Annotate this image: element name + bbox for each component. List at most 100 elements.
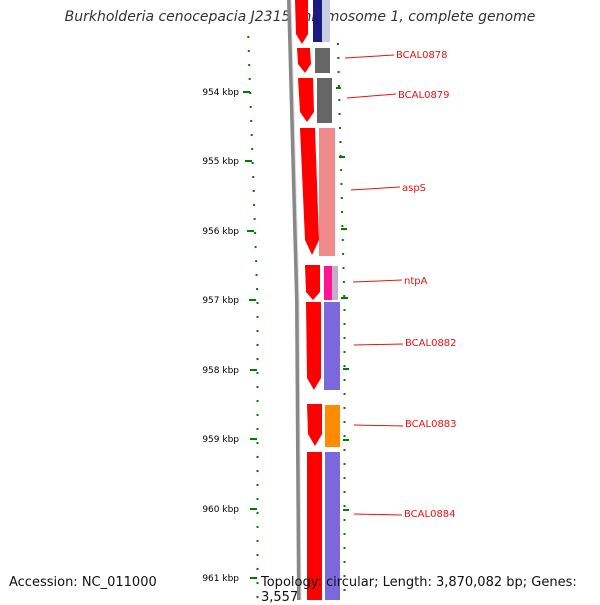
cds-arrow: [307, 452, 322, 600]
minor-tick-dot: [340, 183, 343, 185]
minor-tick-dot: [338, 113, 341, 115]
right-markers: [336, 87, 349, 511]
chromosome-backbone-highlight: [290, 0, 302, 600]
minor-tick-dot: [256, 428, 259, 430]
minor-tick-dot: [254, 246, 257, 248]
minor-tick-dot: [256, 386, 259, 388]
minor-tick-dot: [254, 232, 257, 234]
minor-tick-dot: [343, 561, 346, 563]
minor-tick-dot: [343, 589, 346, 591]
minor-tick-dot: [255, 274, 258, 276]
minor-tick-dot: [253, 204, 256, 206]
cds-arrow: [300, 128, 319, 255]
minor-tick-dot: [256, 582, 259, 584]
minor-tick-dot: [339, 141, 342, 143]
minor-tick-dots: [247, 36, 346, 598]
gene-label-bcal0883: BCAL0883: [405, 419, 457, 430]
minor-tick-dot: [340, 169, 343, 171]
minor-tick-dot: [339, 127, 341, 129]
minor-tick-dot: [340, 197, 343, 199]
minor-tick-dot: [256, 498, 259, 500]
minor-tick-dot: [343, 575, 346, 577]
minor-tick-dot: [252, 190, 255, 192]
minor-tick-dot: [250, 134, 253, 136]
minor-tick-dot: [256, 554, 259, 556]
cds-arrow: [307, 404, 322, 446]
gene-label-bcal0878: BCAL0878: [396, 50, 448, 61]
cds-arrow: [306, 302, 321, 390]
minor-tick-dot: [256, 484, 259, 486]
cog-block: [325, 452, 340, 600]
minor-tick-dot: [256, 442, 259, 444]
minor-tick-dot: [249, 92, 252, 94]
minor-tick-dot: [249, 106, 252, 108]
genome-summary: Topology: circular; Length: 3,870,082 bp…: [261, 575, 577, 605]
minor-tick-dot: [338, 99, 341, 101]
minor-tick-dot: [341, 225, 344, 227]
ruler-tick-label: 954 kbp: [202, 88, 239, 98]
ruler: 954 kbp 955 kbp 956 kbp 957 kbp 958 kbp …: [202, 88, 257, 584]
minor-tick-dot: [343, 309, 346, 311]
ruler-tick-label: 961 kbp: [202, 574, 239, 584]
gene-label-bcal0879: BCAL0879: [398, 90, 450, 101]
cog-block: [322, 0, 330, 42]
cog-block: [317, 78, 332, 123]
cog-block: [332, 266, 338, 300]
minor-tick-dot: [256, 568, 259, 570]
minor-tick-dot: [256, 414, 259, 416]
minor-tick-dot: [256, 372, 259, 374]
cog-block: [315, 48, 330, 73]
minor-tick-dot: [256, 596, 259, 598]
cog-block: [325, 405, 340, 447]
minor-tick-dot: [342, 281, 345, 283]
minor-tick-dot: [342, 267, 345, 269]
minor-tick-dot: [256, 526, 259, 528]
minor-tick-dot: [256, 400, 259, 402]
minor-tick-dot: [337, 85, 340, 87]
minor-tick-dot: [343, 491, 346, 493]
minor-tick-dot: [343, 351, 346, 353]
cog-block: [313, 0, 322, 42]
cog-block: [319, 128, 335, 256]
minor-tick-dot: [256, 456, 259, 458]
ruler-tick-label: 955 kbp: [202, 157, 239, 167]
gene-label-bcal0882: BCAL0882: [405, 338, 457, 349]
cog-block: [324, 266, 332, 300]
ruler-tick-label: 956 kbp: [202, 227, 239, 237]
minor-tick-dot: [343, 533, 346, 535]
minor-tick-dot: [256, 288, 259, 290]
cog-block: [324, 302, 340, 390]
minor-tick-dot: [247, 50, 250, 52]
cds-arrows: [295, 0, 322, 600]
cds-arrow: [295, 0, 308, 44]
minor-tick-dot: [256, 512, 259, 514]
cog-blocks: [313, 0, 340, 600]
minor-tick-dot: [256, 470, 259, 472]
minor-tick-dot: [343, 323, 346, 325]
chromosome-backbone: [287, 0, 301, 600]
minor-tick-dot: [343, 295, 346, 297]
accession-label: Accession: NC_011000: [9, 575, 157, 590]
ruler-tick-label: 958 kbp: [202, 366, 239, 376]
minor-tick-dot: [343, 505, 346, 507]
minor-tick-dot: [337, 71, 340, 73]
minor-tick-dot: [343, 449, 346, 451]
minor-tick-dot: [256, 316, 259, 318]
minor-tick-dot: [251, 148, 254, 150]
minor-tick-dot: [256, 330, 259, 332]
minor-tick-dot: [250, 120, 253, 122]
minor-tick-dot: [343, 477, 346, 479]
minor-tick-dot: [343, 365, 346, 367]
ruler-tick-label: 960 kbp: [202, 505, 239, 515]
minor-tick-dot: [256, 302, 259, 304]
minor-tick-dot: [341, 239, 344, 241]
gene-label-asps: aspS: [402, 183, 426, 194]
minor-tick-dot: [343, 407, 346, 409]
minor-tick-dot: [336, 43, 339, 45]
minor-tick-dot: [247, 36, 250, 38]
minor-tick-dot: [343, 435, 346, 437]
minor-tick-dot: [343, 463, 346, 465]
minor-tick-dot: [256, 358, 259, 360]
cds-arrow: [305, 265, 320, 300]
